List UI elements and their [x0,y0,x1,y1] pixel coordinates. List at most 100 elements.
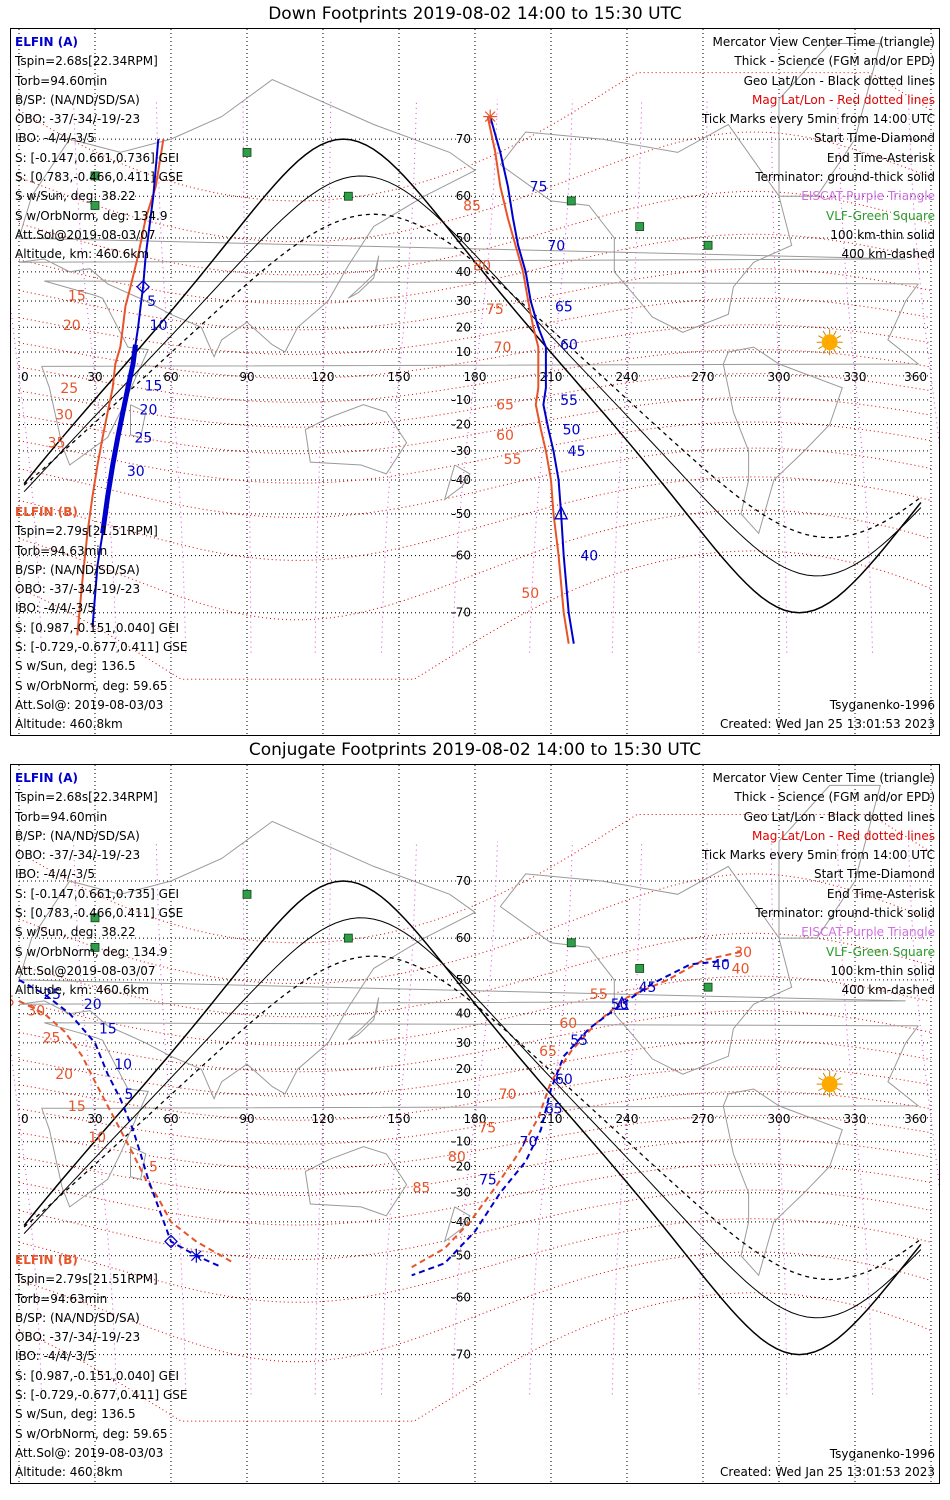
lat-tick-label: -20 [451,1159,471,1173]
lat-tick-label: -10 [451,1135,471,1149]
elfin-b-tick-label: 75 [486,302,504,318]
elfin-b-tick-label: 15 [68,1099,86,1115]
mag-lon-line [381,841,417,1395]
elfin-a-science-segment [100,344,138,534]
terminator-100km [23,175,922,577]
elfin-a-track [18,979,223,1269]
mag-lon-line [155,841,187,1395]
legend-item: Mag Lat/Lon - Red dotted lines [751,828,935,843]
sun-icon [816,1071,843,1098]
legend-item: Mag Lat/Lon - Red dotted lines [751,92,935,107]
mag-lon-line [837,99,873,653]
mag-lat-line [18,268,932,331]
lat-tick-label: 40 [456,1007,471,1021]
lon-tick-label: 240 [616,1112,639,1126]
terminator-100km [23,917,922,1319]
legend-item: Tick Marks every 5min from 14:00 UTC [701,112,935,127]
lat-tick-label: 20 [456,320,471,334]
coastlines [18,784,920,1277]
mag-grid [11,814,939,1422]
info-line: Torb=94.60min [15,73,108,88]
mag-lat-line [18,1251,932,1363]
satellite-name: ELFIN (B) [15,1253,78,1267]
lon-tick-label: 180 [464,370,487,384]
vlf-square-icon [566,938,576,948]
panel-title: Conjugate Footprints 2019-08-02 14:00 to… [248,740,702,760]
elfin-b-tick-label: 65 [496,398,514,414]
lon-tick-label: 300 [768,370,791,384]
info-line: OBO: -37/-34/-19/-23 [15,1330,141,1345]
terminator-400km [23,955,922,1281]
elfin-a-tick-label: 10 [150,318,168,334]
footprint-tracks [18,950,742,1277]
lat-tick-label: 30 [456,1036,471,1050]
continent-outline [41,280,920,466]
center-time-triangle-icon [614,995,629,1010]
lon-tick-label: 30 [87,1112,102,1126]
elfin-b-tick-label: 35 [11,994,15,1010]
info-line: B/SP: (NA/ND/SD/SA) [15,1310,140,1325]
elfin-b-tick-label: 70 [494,340,512,356]
center-time-triangle-icon [554,505,569,520]
legend-item: EISCAT-Purple Triangle [801,189,935,204]
lon-tick-label: 330 [844,370,867,384]
elfin-a-tick-label: 40 [712,957,730,973]
mag-lon-line [611,99,643,653]
lat-tick-label: 70 [456,874,471,888]
vlf-square-icon [343,933,353,943]
lat-tick-label: 10 [456,1087,471,1101]
elfin-a-tick-label: 60 [555,1072,573,1088]
end-asterisk-icon [190,1250,202,1262]
legend-item: Start Time-Diamond [813,131,935,146]
continent-outline [443,1206,471,1243]
info-line: Tspin=2.68s[22.34RPM] [15,54,158,69]
panel-title: Down Footprints 2019-08-02 14:00 to 15:3… [268,4,682,24]
vlf-square-icon [242,889,252,899]
elfin-a-tick-label: 75 [479,1172,497,1188]
elfin-a-track [489,116,575,644]
legend-item: VLF-Green Square [826,208,935,223]
elfin-b-tick-label: 5 [149,1159,158,1175]
track-markers [136,109,569,520]
info-line: S: [-0.147,0.661,0.736] GEI [15,150,180,165]
legend-item: Start Time-Diamond [813,867,935,882]
info-line: OBO: -37/-34/-19/-23 [15,112,141,127]
lon-tick-label: 360 [904,370,927,384]
elfin-a-tick-label: 70 [520,1135,538,1151]
info-line: S w/Sun, deg: 136.5 [15,659,136,674]
terminators [23,138,922,614]
continent-outline [443,464,471,501]
lon-tick-label: 360 [904,1112,927,1126]
elfin-b-tick-label: 30 [734,945,752,961]
elfin-a-track [411,959,729,1277]
track-markers [164,995,629,1263]
geo-grid [18,29,932,735]
info-line: IBO: -4/4/-3/5 [15,1349,95,1364]
continent-outline [499,865,793,1075]
elfin-b-tick-label: 80 [473,259,491,275]
info-line: B/SP: (NA/ND/SD/SA) [15,828,140,843]
info-line: B/SP: (NA/ND/SD/SA) [15,562,140,577]
model-label: Tsyganenko-1996 [829,1447,935,1461]
lat-tick-label: 60 [456,931,471,945]
lat-tick-label: -40 [451,473,471,487]
vlf-square-icon [635,964,645,973]
lon-tick-label: 180 [464,1112,487,1126]
info-line: Altitude, km: 460.6km [15,983,150,998]
info-line: B/SP: (NA/ND/SD/SA) [15,92,140,107]
terminator-400km [23,213,922,539]
legend-item: Thick - Science (FGM and/or EPD) [734,54,935,69]
created-label: Created: Wed Jan 25 13:01:53 2023 [720,717,935,731]
elfin-a-tick-label: 40 [580,549,598,565]
vlf-square-icon [90,913,100,923]
legend-item: Tick Marks every 5min from 14:00 UTC [701,848,935,863]
elfin-a-tick-label: 75 [530,179,548,195]
elfin-a-tick-label: 30 [127,464,145,480]
info-line: IBO: -4/4/-3/5 [15,131,95,146]
elfin-a-tick-label: 25 [43,987,61,1003]
elfin-b-tick-label: 65 [539,1044,557,1060]
vlf-square-icon [635,222,645,231]
elfin-b-tick-label: 30 [55,408,73,424]
map-frame-down: 0 30 60 90 120 150 180 210 240 270 300 330 360 70 60 50… [10,28,940,736]
lat-tick-label: 30 [456,294,471,308]
